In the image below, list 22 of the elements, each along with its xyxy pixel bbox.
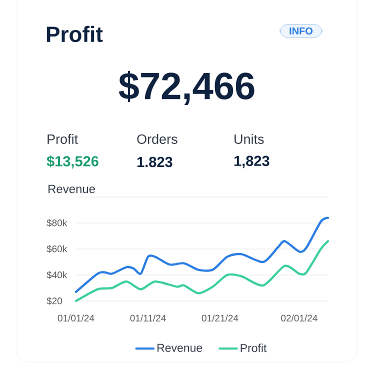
text: Profit — [48, 134, 78, 144]
text: 1.823 — [137, 156, 172, 168]
y-tick-label: $60k — [46, 245, 68, 253]
chart-title: Revenue — [48, 184, 96, 194]
text: $72,466 — [118, 70, 254, 106]
x-tick-label: 02/01/24 — [281, 314, 318, 322]
text: $13,526 — [46, 155, 98, 168]
text: 1,823 — [234, 156, 270, 168]
x-tick-label: 01/21/24 — [202, 314, 238, 322]
legend-label: Revenue — [158, 344, 202, 352]
text: Units — [234, 134, 264, 144]
y-tick-label: $20 — [46, 297, 62, 305]
y-tick-label: $80k — [46, 219, 68, 227]
legend-label: Profit — [240, 344, 267, 352]
x-tick-label: 01/11/24 — [130, 314, 166, 322]
text: Profit — [47, 26, 103, 42]
line-series — [74, 216, 330, 293]
y-tick-label: $40k — [46, 271, 68, 279]
text: Orders — [137, 134, 178, 144]
line-series — [74, 240, 330, 302]
text: INFO — [290, 27, 313, 35]
x-tick-label: 01/01/24 — [58, 314, 94, 322]
